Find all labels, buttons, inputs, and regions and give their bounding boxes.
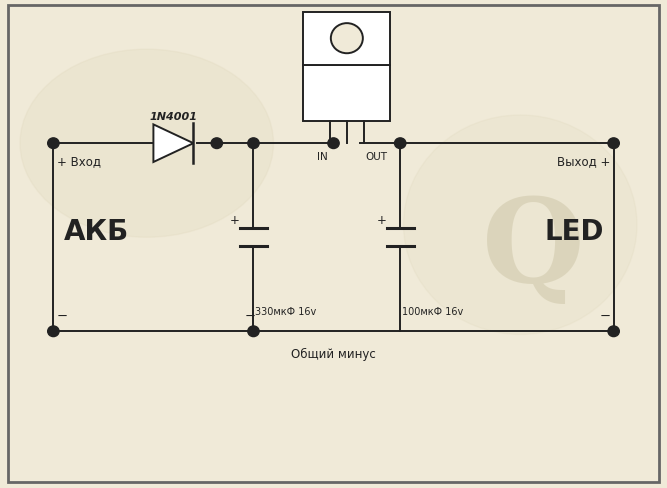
Text: Q: Q [482, 193, 585, 307]
Text: АКБ: АКБ [63, 218, 129, 245]
Circle shape [327, 139, 340, 149]
Text: L7812: L7812 [325, 0, 368, 3]
Circle shape [211, 139, 223, 149]
Text: −: − [57, 309, 68, 322]
Bar [303, 13, 390, 66]
Text: 330мкФ 16v: 330мкФ 16v [255, 306, 317, 316]
Text: 1N4001: 1N4001 [149, 112, 197, 122]
Circle shape [608, 326, 619, 337]
Text: + Вход: + Вход [57, 155, 101, 168]
Circle shape [48, 139, 59, 149]
Text: +: + [377, 213, 386, 226]
Circle shape [394, 139, 406, 149]
Text: IN: IN [317, 151, 328, 162]
Text: Общий минус: Общий минус [291, 347, 376, 360]
Text: Выход +: Выход + [557, 155, 610, 168]
Circle shape [48, 326, 59, 337]
Circle shape [331, 24, 363, 54]
Ellipse shape [20, 50, 273, 238]
Bar [8, 6, 659, 482]
Text: OUT: OUT [366, 151, 388, 162]
Polygon shape [153, 125, 193, 163]
Text: −: − [599, 309, 610, 322]
Text: 100мкФ 16v: 100мкФ 16v [402, 306, 464, 316]
Text: +: + [230, 213, 239, 226]
Bar [303, 66, 390, 122]
Ellipse shape [404, 116, 637, 335]
Circle shape [248, 326, 259, 337]
Text: −: − [245, 309, 255, 322]
Circle shape [248, 139, 259, 149]
Text: LED: LED [544, 218, 604, 245]
Circle shape [608, 139, 619, 149]
